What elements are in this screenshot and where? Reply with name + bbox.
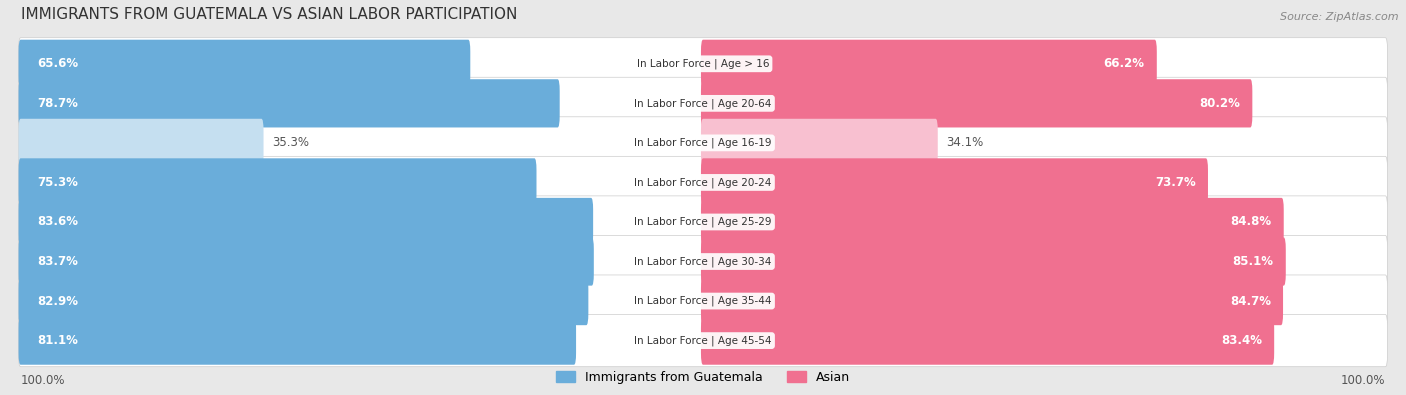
FancyBboxPatch shape: [18, 38, 1388, 90]
Text: In Labor Force | Age 25-29: In Labor Force | Age 25-29: [634, 217, 772, 227]
FancyBboxPatch shape: [18, 235, 1388, 288]
Text: 65.6%: 65.6%: [38, 57, 79, 70]
Text: 83.7%: 83.7%: [38, 255, 79, 268]
Text: 34.1%: 34.1%: [946, 136, 983, 149]
FancyBboxPatch shape: [18, 119, 263, 167]
Text: 73.7%: 73.7%: [1154, 176, 1195, 189]
FancyBboxPatch shape: [18, 79, 560, 128]
Text: 82.9%: 82.9%: [38, 295, 79, 308]
FancyBboxPatch shape: [18, 198, 593, 246]
FancyBboxPatch shape: [18, 156, 1388, 209]
FancyBboxPatch shape: [18, 237, 593, 286]
FancyBboxPatch shape: [702, 158, 1208, 207]
Text: 100.0%: 100.0%: [21, 374, 65, 387]
FancyBboxPatch shape: [702, 119, 938, 167]
Text: 83.4%: 83.4%: [1220, 334, 1263, 347]
FancyBboxPatch shape: [702, 40, 1157, 88]
FancyBboxPatch shape: [702, 316, 1274, 365]
FancyBboxPatch shape: [18, 117, 1388, 169]
Text: In Labor Force | Age 35-44: In Labor Force | Age 35-44: [634, 296, 772, 306]
Text: 84.8%: 84.8%: [1230, 216, 1271, 228]
FancyBboxPatch shape: [18, 196, 1388, 248]
Text: In Labor Force | Age > 16: In Labor Force | Age > 16: [637, 58, 769, 69]
Text: 78.7%: 78.7%: [38, 97, 79, 110]
FancyBboxPatch shape: [18, 77, 1388, 130]
FancyBboxPatch shape: [18, 275, 1388, 327]
Legend: Immigrants from Guatemala, Asian: Immigrants from Guatemala, Asian: [551, 366, 855, 389]
Text: In Labor Force | Age 45-54: In Labor Force | Age 45-54: [634, 335, 772, 346]
FancyBboxPatch shape: [18, 158, 537, 207]
Text: In Labor Force | Age 20-24: In Labor Force | Age 20-24: [634, 177, 772, 188]
Text: 75.3%: 75.3%: [38, 176, 79, 189]
Text: In Labor Force | Age 16-19: In Labor Force | Age 16-19: [634, 137, 772, 148]
FancyBboxPatch shape: [18, 277, 588, 325]
FancyBboxPatch shape: [18, 40, 470, 88]
Text: 81.1%: 81.1%: [38, 334, 79, 347]
Text: 100.0%: 100.0%: [1341, 374, 1385, 387]
Text: 80.2%: 80.2%: [1199, 97, 1240, 110]
Text: IMMIGRANTS FROM GUATEMALA VS ASIAN LABOR PARTICIPATION: IMMIGRANTS FROM GUATEMALA VS ASIAN LABOR…: [21, 7, 517, 22]
Text: In Labor Force | Age 30-34: In Labor Force | Age 30-34: [634, 256, 772, 267]
FancyBboxPatch shape: [18, 314, 1388, 367]
Text: 84.7%: 84.7%: [1230, 295, 1271, 308]
FancyBboxPatch shape: [702, 79, 1253, 128]
FancyBboxPatch shape: [702, 237, 1285, 286]
Text: 85.1%: 85.1%: [1233, 255, 1274, 268]
Text: 83.6%: 83.6%: [38, 216, 79, 228]
FancyBboxPatch shape: [18, 316, 576, 365]
Text: In Labor Force | Age 20-64: In Labor Force | Age 20-64: [634, 98, 772, 109]
Text: 66.2%: 66.2%: [1104, 57, 1144, 70]
Text: 35.3%: 35.3%: [271, 136, 309, 149]
FancyBboxPatch shape: [702, 198, 1284, 246]
Text: Source: ZipAtlas.com: Source: ZipAtlas.com: [1281, 12, 1399, 22]
FancyBboxPatch shape: [702, 277, 1284, 325]
